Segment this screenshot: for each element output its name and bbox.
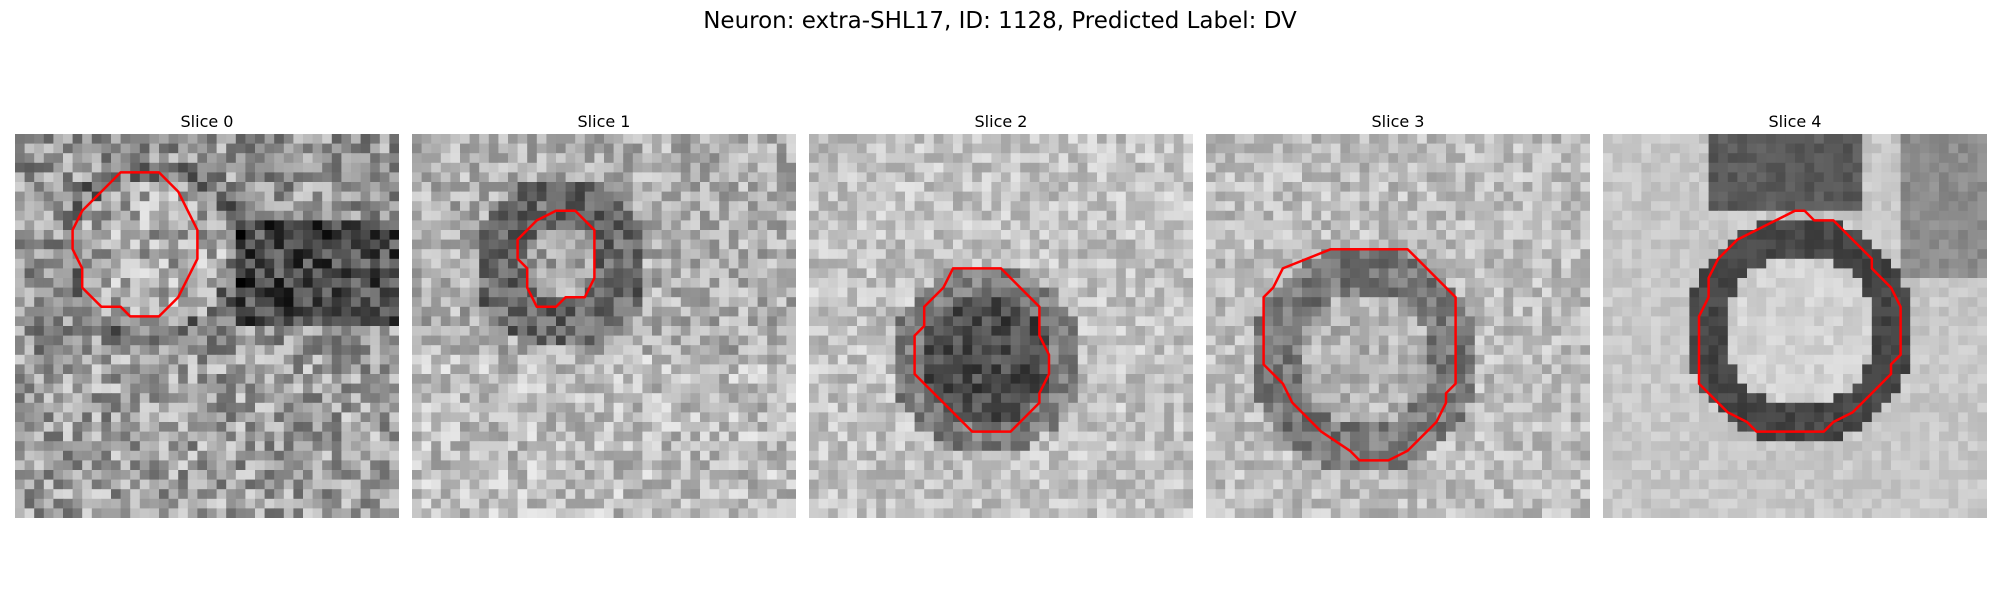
slice-title-3: Slice 3	[1371, 112, 1425, 131]
slice-title-4: Slice 4	[1768, 112, 1822, 131]
slice-title-0: Slice 0	[180, 112, 234, 131]
slice-image-4	[1603, 134, 1987, 518]
figure-title: Neuron: extra-SHL17, ID: 1128, Predicted…	[703, 8, 1297, 34]
cell-contour	[516, 209, 596, 309]
cell-contour	[1697, 209, 1902, 433]
slice-title-2: Slice 2	[974, 112, 1028, 131]
cell-contour	[913, 267, 1051, 433]
cell-contour	[1262, 247, 1457, 462]
slice-image-1	[412, 134, 796, 518]
slice-image-3	[1206, 134, 1590, 518]
cell-contour	[71, 171, 199, 318]
slice-title-1: Slice 1	[577, 112, 631, 131]
slice-image-2	[809, 134, 1193, 518]
slice-image-0	[15, 134, 399, 518]
